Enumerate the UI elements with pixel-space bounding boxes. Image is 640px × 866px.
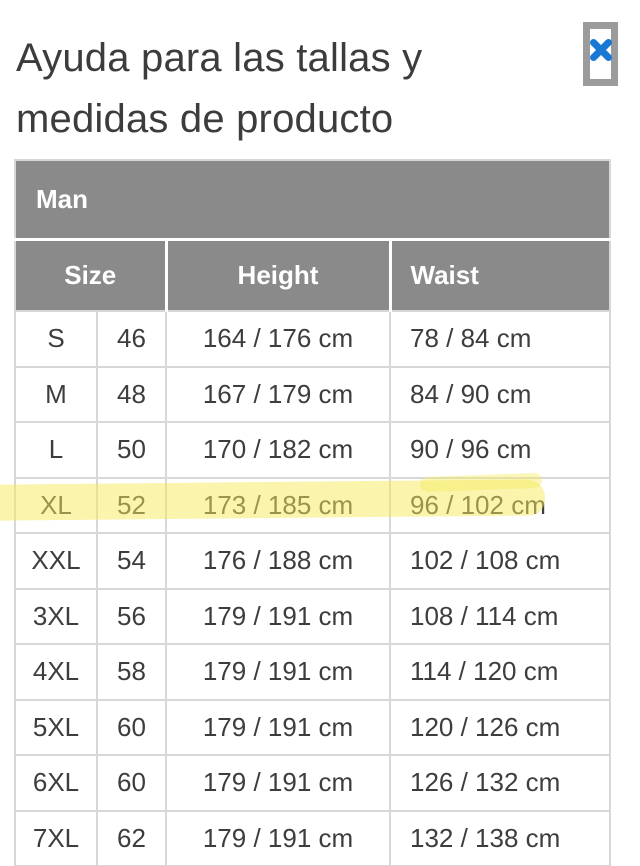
cell-size-label: XXL bbox=[14, 532, 98, 590]
cell-height: 170 / 182 cm bbox=[165, 421, 391, 479]
table-row-s: S 46 164 / 176 cm 78 / 84 cm bbox=[14, 310, 611, 368]
cell-size-label: 3XL bbox=[14, 587, 98, 645]
cell-size-number: 54 bbox=[96, 532, 167, 590]
table-group-header-row: Man bbox=[14, 159, 611, 241]
cell-size-number: 62 bbox=[96, 809, 167, 866]
cell-waist: 108 / 114 cm bbox=[389, 587, 611, 645]
table-group-header-man: Man bbox=[14, 159, 611, 241]
cell-size-label: 6XL bbox=[14, 754, 98, 812]
cell-height: 179 / 191 cm bbox=[165, 587, 391, 645]
cell-size-number: 60 bbox=[96, 698, 167, 756]
cell-height: 164 / 176 cm bbox=[165, 310, 391, 368]
cell-waist: 84 / 90 cm bbox=[389, 365, 611, 423]
cell-waist: 90 / 96 cm bbox=[389, 421, 611, 479]
table-row-7xl: 7XL 62 179 / 191 cm 132 / 138 cm bbox=[14, 809, 611, 866]
cell-height: 173 / 185 cm bbox=[165, 476, 391, 534]
table-row-m: M 48 167 / 179 cm 84 / 90 cm bbox=[14, 365, 611, 423]
cell-height: 167 / 179 cm bbox=[165, 365, 391, 423]
table-row-xl-highlighted: XL 52 173 / 185 cm 96 / 102 cm bbox=[14, 476, 611, 534]
cell-size-label: M bbox=[14, 365, 98, 423]
cell-size-number: 58 bbox=[96, 643, 167, 701]
cell-waist: 126 / 132 cm bbox=[389, 754, 611, 812]
cell-waist: 132 / 138 cm bbox=[389, 809, 611, 866]
close-icon bbox=[589, 39, 613, 62]
cell-waist: 120 / 126 cm bbox=[389, 698, 611, 756]
close-button[interactable] bbox=[583, 22, 618, 86]
column-header-waist: Waist bbox=[389, 239, 611, 312]
cell-waist: 114 / 120 cm bbox=[389, 643, 611, 701]
cell-height: 179 / 191 cm bbox=[165, 643, 391, 701]
cell-waist: 96 / 102 cm bbox=[389, 476, 611, 534]
cell-size-label: S bbox=[14, 310, 98, 368]
cell-size-number: 56 bbox=[96, 587, 167, 645]
cell-size-number: 46 bbox=[96, 310, 167, 368]
cell-size-number: 60 bbox=[96, 754, 167, 812]
dialog-title: Ayuda para las tallas y medidas de produ… bbox=[16, 36, 423, 141]
cell-height: 179 / 191 cm bbox=[165, 698, 391, 756]
cell-size-label: 5XL bbox=[14, 698, 98, 756]
table-row-5xl: 5XL 60 179 / 191 cm 120 / 126 cm bbox=[14, 698, 611, 756]
column-header-size: Size bbox=[14, 239, 168, 312]
table-row-6xl: 6XL 60 179 / 191 cm 126 / 132 cm bbox=[14, 754, 611, 812]
cell-size-label: 4XL bbox=[14, 643, 98, 701]
table-row-4xl: 4XL 58 179 / 191 cm 114 / 120 cm bbox=[14, 643, 611, 701]
table-column-header-row: Size Height Waist bbox=[14, 239, 611, 312]
cell-size-label: XL bbox=[14, 476, 98, 534]
cell-waist: 102 / 108 cm bbox=[389, 532, 611, 590]
cell-waist: 78 / 84 cm bbox=[389, 310, 611, 368]
cell-size-number: 52 bbox=[96, 476, 167, 534]
cell-size-number: 50 bbox=[96, 421, 167, 479]
table-row-3xl: 3XL 56 179 / 191 cm 108 / 114 cm bbox=[14, 587, 611, 645]
table-row-xxl: XXL 54 176 / 188 cm 102 / 108 cm bbox=[14, 532, 611, 590]
cell-height: 176 / 188 cm bbox=[165, 532, 391, 590]
cell-size-label: L bbox=[14, 421, 98, 479]
column-header-height: Height bbox=[165, 239, 392, 312]
cell-height: 179 / 191 cm bbox=[165, 754, 391, 812]
cell-size-number: 48 bbox=[96, 365, 167, 423]
cell-size-label: 7XL bbox=[14, 809, 98, 866]
cell-height: 179 / 191 cm bbox=[165, 809, 391, 866]
size-table: Man Size Height Waist S 46 164 / 176 cm … bbox=[14, 159, 611, 866]
table-row-l: L 50 170 / 182 cm 90 / 96 cm bbox=[14, 421, 611, 479]
